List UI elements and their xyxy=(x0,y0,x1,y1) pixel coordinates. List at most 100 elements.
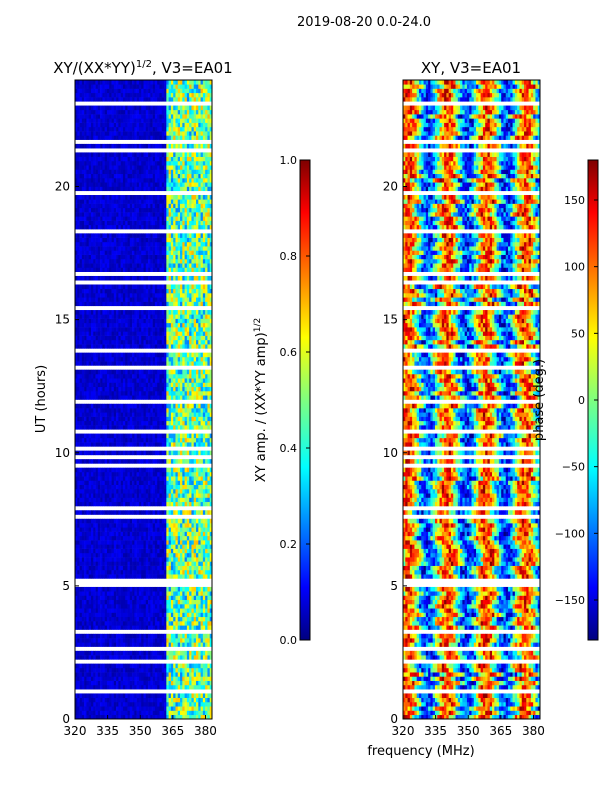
heatmap-cell xyxy=(145,488,149,494)
heatmap-cell xyxy=(150,599,153,605)
heatmap-cell xyxy=(191,706,195,711)
heatmap-cell xyxy=(166,510,169,515)
heatmap-cell xyxy=(161,301,165,307)
heatmap-cell xyxy=(125,672,128,677)
heatmap-cell xyxy=(170,331,174,336)
heatmap-cell xyxy=(113,416,117,422)
heatmap-cell xyxy=(175,608,179,613)
heatmap-cell xyxy=(84,412,87,417)
heatmap-cell xyxy=(102,425,105,430)
heatmap-cell xyxy=(97,403,101,409)
heatmap-cell xyxy=(141,595,144,601)
heatmap-cell xyxy=(141,655,144,660)
heatmap-cell xyxy=(100,301,103,307)
heatmap-cell xyxy=(106,710,110,716)
heatmap-cell xyxy=(90,676,94,681)
heatmap-cell xyxy=(198,352,201,358)
heatmap-cell xyxy=(75,701,78,707)
heatmap-cell xyxy=(93,493,96,498)
heatmap-cell xyxy=(120,595,124,601)
heatmap-cell xyxy=(175,420,179,426)
heatmap-cell xyxy=(180,642,183,647)
heatmap-cell xyxy=(138,603,142,609)
heatmap-cell xyxy=(136,361,140,366)
heatmap-cell xyxy=(116,497,119,503)
heatmap-cell xyxy=(88,540,92,545)
heatmap-cell xyxy=(127,621,131,626)
heatmap-cell xyxy=(97,497,101,503)
heatmap-cell xyxy=(173,335,176,341)
heatmap-cell xyxy=(136,425,140,430)
heatmap-cell xyxy=(86,616,89,622)
heatmap-cell xyxy=(196,672,199,677)
heatmap-cell xyxy=(191,548,195,554)
heatmap-cell xyxy=(175,403,179,409)
heatmap-cell xyxy=(75,518,78,524)
heatmap-cell xyxy=(173,676,176,681)
heatmap-cell xyxy=(168,382,172,388)
heatmap-cell xyxy=(180,373,183,379)
heatmap-cell xyxy=(93,527,96,532)
heatmap-cell xyxy=(100,356,103,362)
heatmap-cell xyxy=(138,476,142,481)
heatmap-cell xyxy=(198,655,201,660)
heatmap-cell xyxy=(113,638,117,643)
heatmap-cell xyxy=(113,356,117,362)
heatmap-cell xyxy=(145,633,149,639)
heatmap-cell xyxy=(109,518,112,524)
heatmap-cell xyxy=(136,352,140,358)
heatmap-cell xyxy=(180,361,183,366)
heatmap-cell xyxy=(200,540,204,545)
heatmap-cell xyxy=(152,318,156,324)
heatmap-cell xyxy=(95,672,99,677)
heatmap-cell xyxy=(120,382,124,388)
heatmap-cell xyxy=(106,591,110,596)
heatmap-cell xyxy=(186,390,190,396)
heatmap-cell xyxy=(182,331,185,336)
heatmap-cell xyxy=(120,425,124,430)
heatmap-cell xyxy=(102,301,105,307)
heatmap-cell xyxy=(166,314,169,319)
heatmap-cell xyxy=(202,595,206,601)
heatmap-cell xyxy=(193,701,197,707)
heatmap-cell xyxy=(175,561,179,566)
heatmap-cell xyxy=(134,599,137,605)
heatmap-cell xyxy=(81,569,85,575)
heatmap-cell xyxy=(95,293,99,298)
heatmap-cell xyxy=(100,697,103,703)
heatmap-cell xyxy=(143,650,147,656)
heatmap-cell xyxy=(118,318,121,324)
heatmap-cell xyxy=(145,382,149,388)
heatmap-cell xyxy=(113,297,117,302)
heatmap-cell xyxy=(77,352,80,358)
heatmap-cell xyxy=(84,493,87,498)
heatmap-cell xyxy=(141,361,144,366)
heatmap-cell xyxy=(127,697,131,703)
heatmap-cell xyxy=(148,369,151,375)
heatmap-cell xyxy=(81,373,85,379)
heatmap-cell xyxy=(196,557,199,562)
heatmap-cell xyxy=(191,676,195,681)
heatmap-cell xyxy=(166,633,169,639)
heatmap-cell xyxy=(182,361,185,366)
heatmap-cell xyxy=(143,633,147,639)
heatmap-cell xyxy=(193,710,197,716)
heatmap-cell xyxy=(196,667,199,673)
heatmap-cell xyxy=(97,382,101,388)
heatmap-cell xyxy=(184,608,188,613)
heatmap-cell xyxy=(132,586,135,592)
heatmap-cell xyxy=(127,433,131,439)
heatmap-cell xyxy=(111,599,115,605)
heatmap-cell xyxy=(90,561,94,566)
heatmap-cell xyxy=(111,595,115,601)
heatmap-cell xyxy=(136,501,140,507)
heatmap-cell xyxy=(159,595,163,601)
heatmap-cell xyxy=(205,378,208,383)
heatmap-cell xyxy=(145,650,149,656)
heatmap-cell xyxy=(143,501,147,507)
heatmap-cell xyxy=(86,493,89,498)
heatmap-cell xyxy=(111,476,115,481)
heatmap-cell xyxy=(193,663,197,669)
heatmap-cell xyxy=(129,395,133,400)
heatmap-cell xyxy=(175,667,179,673)
